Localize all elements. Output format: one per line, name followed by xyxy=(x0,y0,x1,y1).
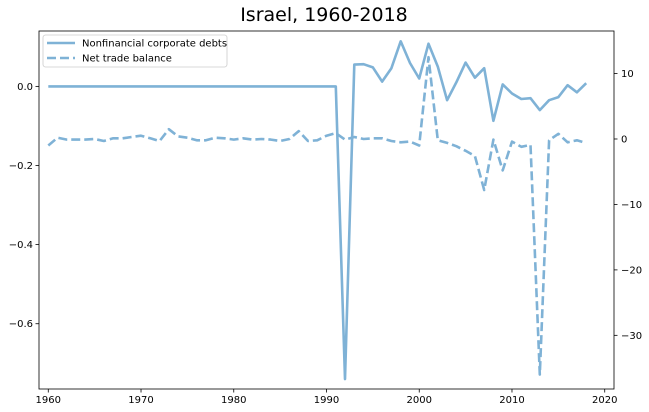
series-lines xyxy=(47,39,588,381)
chart-title: Israel, 1960-2018 xyxy=(240,4,408,26)
x-tick-label: 2020 xyxy=(592,395,617,406)
legend-label-1: Nonfinancial corporate debts xyxy=(82,39,227,50)
x-tick-label: 1970 xyxy=(128,395,153,406)
series-line-1 xyxy=(48,39,588,381)
legend: Nonfinancial corporate debts Net trade ba… xyxy=(42,34,228,68)
plot-border xyxy=(38,30,615,390)
y-left-tick-label: −0.4 xyxy=(9,240,33,251)
y-right-tick-label: 10 xyxy=(621,69,634,80)
x-tick-label: 2010 xyxy=(499,395,524,406)
y-right-tick-label: −30 xyxy=(621,331,642,342)
x-tick-label: 1960 xyxy=(36,395,61,406)
x-tick-label: 1990 xyxy=(314,395,339,406)
y-left-tick-label: 0.0 xyxy=(17,82,33,93)
y-left-axis: 0.0 −0.2 −0.4 −0.6 xyxy=(9,82,39,330)
legend-label-2: Net trade balance xyxy=(82,54,172,65)
y-right-axis: 10 0 −10 −20 −30 xyxy=(614,69,642,342)
y-left-tick-label: −0.6 xyxy=(9,319,33,330)
x-axis: 1960 1970 1980 1990 2000 2010 2020 xyxy=(36,389,617,406)
plot-frame xyxy=(38,30,615,390)
legend-box xyxy=(42,34,228,68)
series-line-2 xyxy=(47,55,587,376)
x-tick-label: 1980 xyxy=(221,395,246,406)
y-right-tick-label: −10 xyxy=(621,200,642,211)
y-left-tick-label: −0.2 xyxy=(9,161,33,172)
x-tick-label: 2000 xyxy=(407,395,432,406)
y-right-tick-label: −20 xyxy=(621,265,642,276)
y-right-tick-label: 0 xyxy=(621,134,627,145)
